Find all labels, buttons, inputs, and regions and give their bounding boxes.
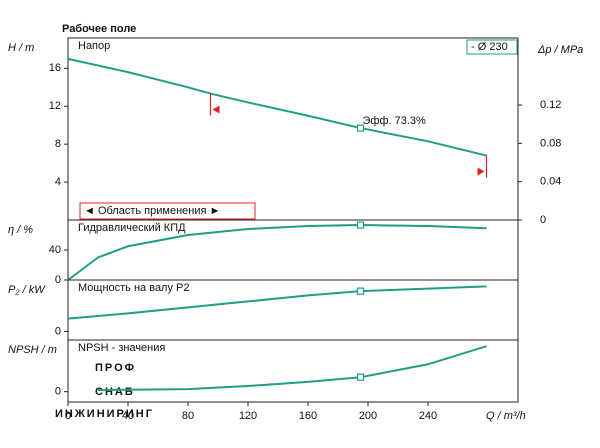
y2-tick-label: 0.12 <box>540 99 561 111</box>
range-box <box>79 202 256 220</box>
panel-label: Напор <box>78 40 110 52</box>
panel-label: NPSH - значения <box>78 342 165 354</box>
operating-point <box>356 287 365 295</box>
page-title: Рабочее поле <box>62 23 136 35</box>
x-tick-label: 120 <box>239 410 257 422</box>
legend-box <box>466 39 518 55</box>
y-axis-label: NPSH / m <box>8 344 57 356</box>
x-tick-label: 0 <box>65 410 71 422</box>
curve <box>67 224 487 281</box>
y-tick-label: 12 <box>49 100 61 112</box>
panel-frame <box>67 37 519 221</box>
x-tick-label: 80 <box>182 410 194 422</box>
y-axis-label: P₂ / kW <box>8 284 46 296</box>
watermark: СНАБ <box>95 386 135 398</box>
y-tick-label: 0 <box>55 274 61 286</box>
y-tick-label: 40 <box>49 244 61 256</box>
watermark: ИНЖИНИРИНГ <box>55 408 154 420</box>
x-tick-label: 200 <box>359 410 377 422</box>
x-tick-label: 160 <box>299 410 317 422</box>
operating-point <box>356 221 365 229</box>
curve <box>97 345 487 392</box>
x-tick-label: 40 <box>122 410 134 422</box>
panel-label: Мощность на валу P2 <box>78 282 190 294</box>
y2-tick-label: 0 <box>540 214 546 226</box>
panel-label: Гидравлический КПД <box>78 222 186 234</box>
range-label: ◄ Область применения ► <box>84 205 220 217</box>
y-tick-label: 16 <box>49 62 61 74</box>
range-arrow <box>477 167 485 176</box>
y2-tick-label: 0.08 <box>540 137 561 149</box>
y-tick-label: 0 <box>55 325 61 337</box>
y-tick-label: 8 <box>55 138 61 150</box>
panel-frame <box>67 339 519 403</box>
curve <box>67 57 487 157</box>
y-axis-label: η / % <box>8 224 33 236</box>
annotation: Эфф. 73.3% <box>363 115 427 127</box>
x-tick-label: 240 <box>419 410 437 422</box>
y-tick-label: 4 <box>55 176 61 188</box>
x-axis-label: Q / m³/h <box>486 410 526 422</box>
y2-tick-label: 0.04 <box>540 176 561 188</box>
operating-point <box>356 373 365 381</box>
curve <box>67 285 487 320</box>
y-tick-label: 0 <box>55 386 61 398</box>
operating-point <box>356 124 365 132</box>
watermark: ПРОФ <box>95 362 136 374</box>
legend-entry: - Ø 230 <box>471 41 508 53</box>
range-arrow <box>212 105 220 114</box>
y-axis-label: H / m <box>8 42 34 54</box>
y2-axis-label: Δp / MPa <box>537 44 583 56</box>
